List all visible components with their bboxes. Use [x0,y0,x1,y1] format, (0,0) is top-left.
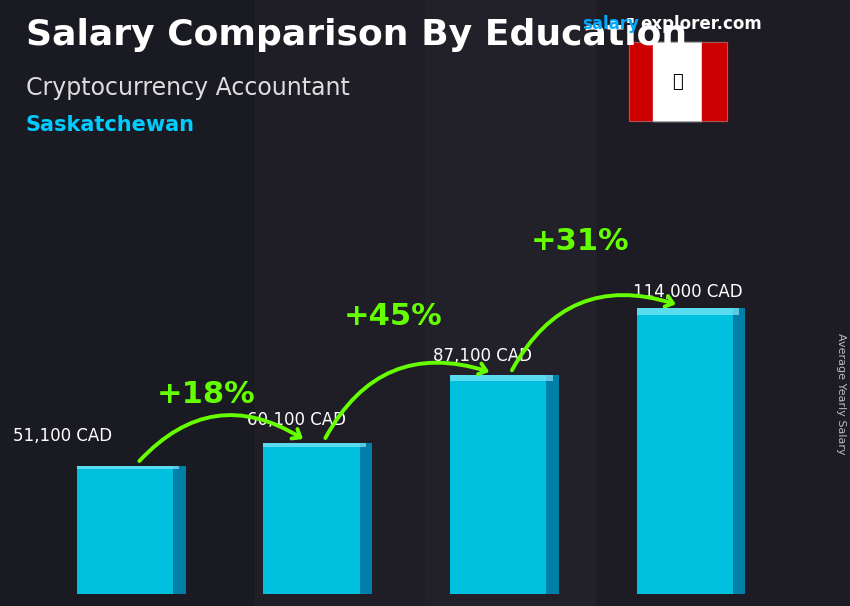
Bar [654,42,702,121]
Text: +45%: +45% [343,302,443,331]
Text: 60,100 CAD: 60,100 CAD [246,411,346,429]
Text: salary: salary [582,15,639,33]
Bar [547,375,558,594]
Bar [76,465,179,594]
Text: Salary Comparison By Education: Salary Comparison By Education [26,18,687,52]
Text: Cryptocurrency Accountant: Cryptocurrency Accountant [26,76,349,100]
Text: Saskatchewan: Saskatchewan [26,115,195,135]
Bar [425,0,850,606]
Text: explorer.com: explorer.com [640,15,762,33]
Bar [360,443,372,594]
Bar [173,465,185,594]
Bar [264,443,366,447]
Text: 🍁: 🍁 [672,73,683,91]
Text: +18%: +18% [157,381,256,409]
Text: Average Yearly Salary: Average Yearly Salary [836,333,846,454]
Text: +31%: +31% [530,227,629,256]
Bar [255,0,595,606]
Bar [733,308,745,594]
Bar [450,375,552,594]
Bar [637,308,740,315]
Bar [264,443,366,594]
Bar [702,42,727,121]
Bar [629,42,727,121]
Bar [629,42,654,121]
Text: 87,100 CAD: 87,100 CAD [434,347,532,365]
Text: 114,000 CAD: 114,000 CAD [633,282,743,301]
Text: 51,100 CAD: 51,100 CAD [14,427,112,445]
Bar [450,375,552,381]
Bar [637,308,740,594]
Bar [76,465,179,469]
